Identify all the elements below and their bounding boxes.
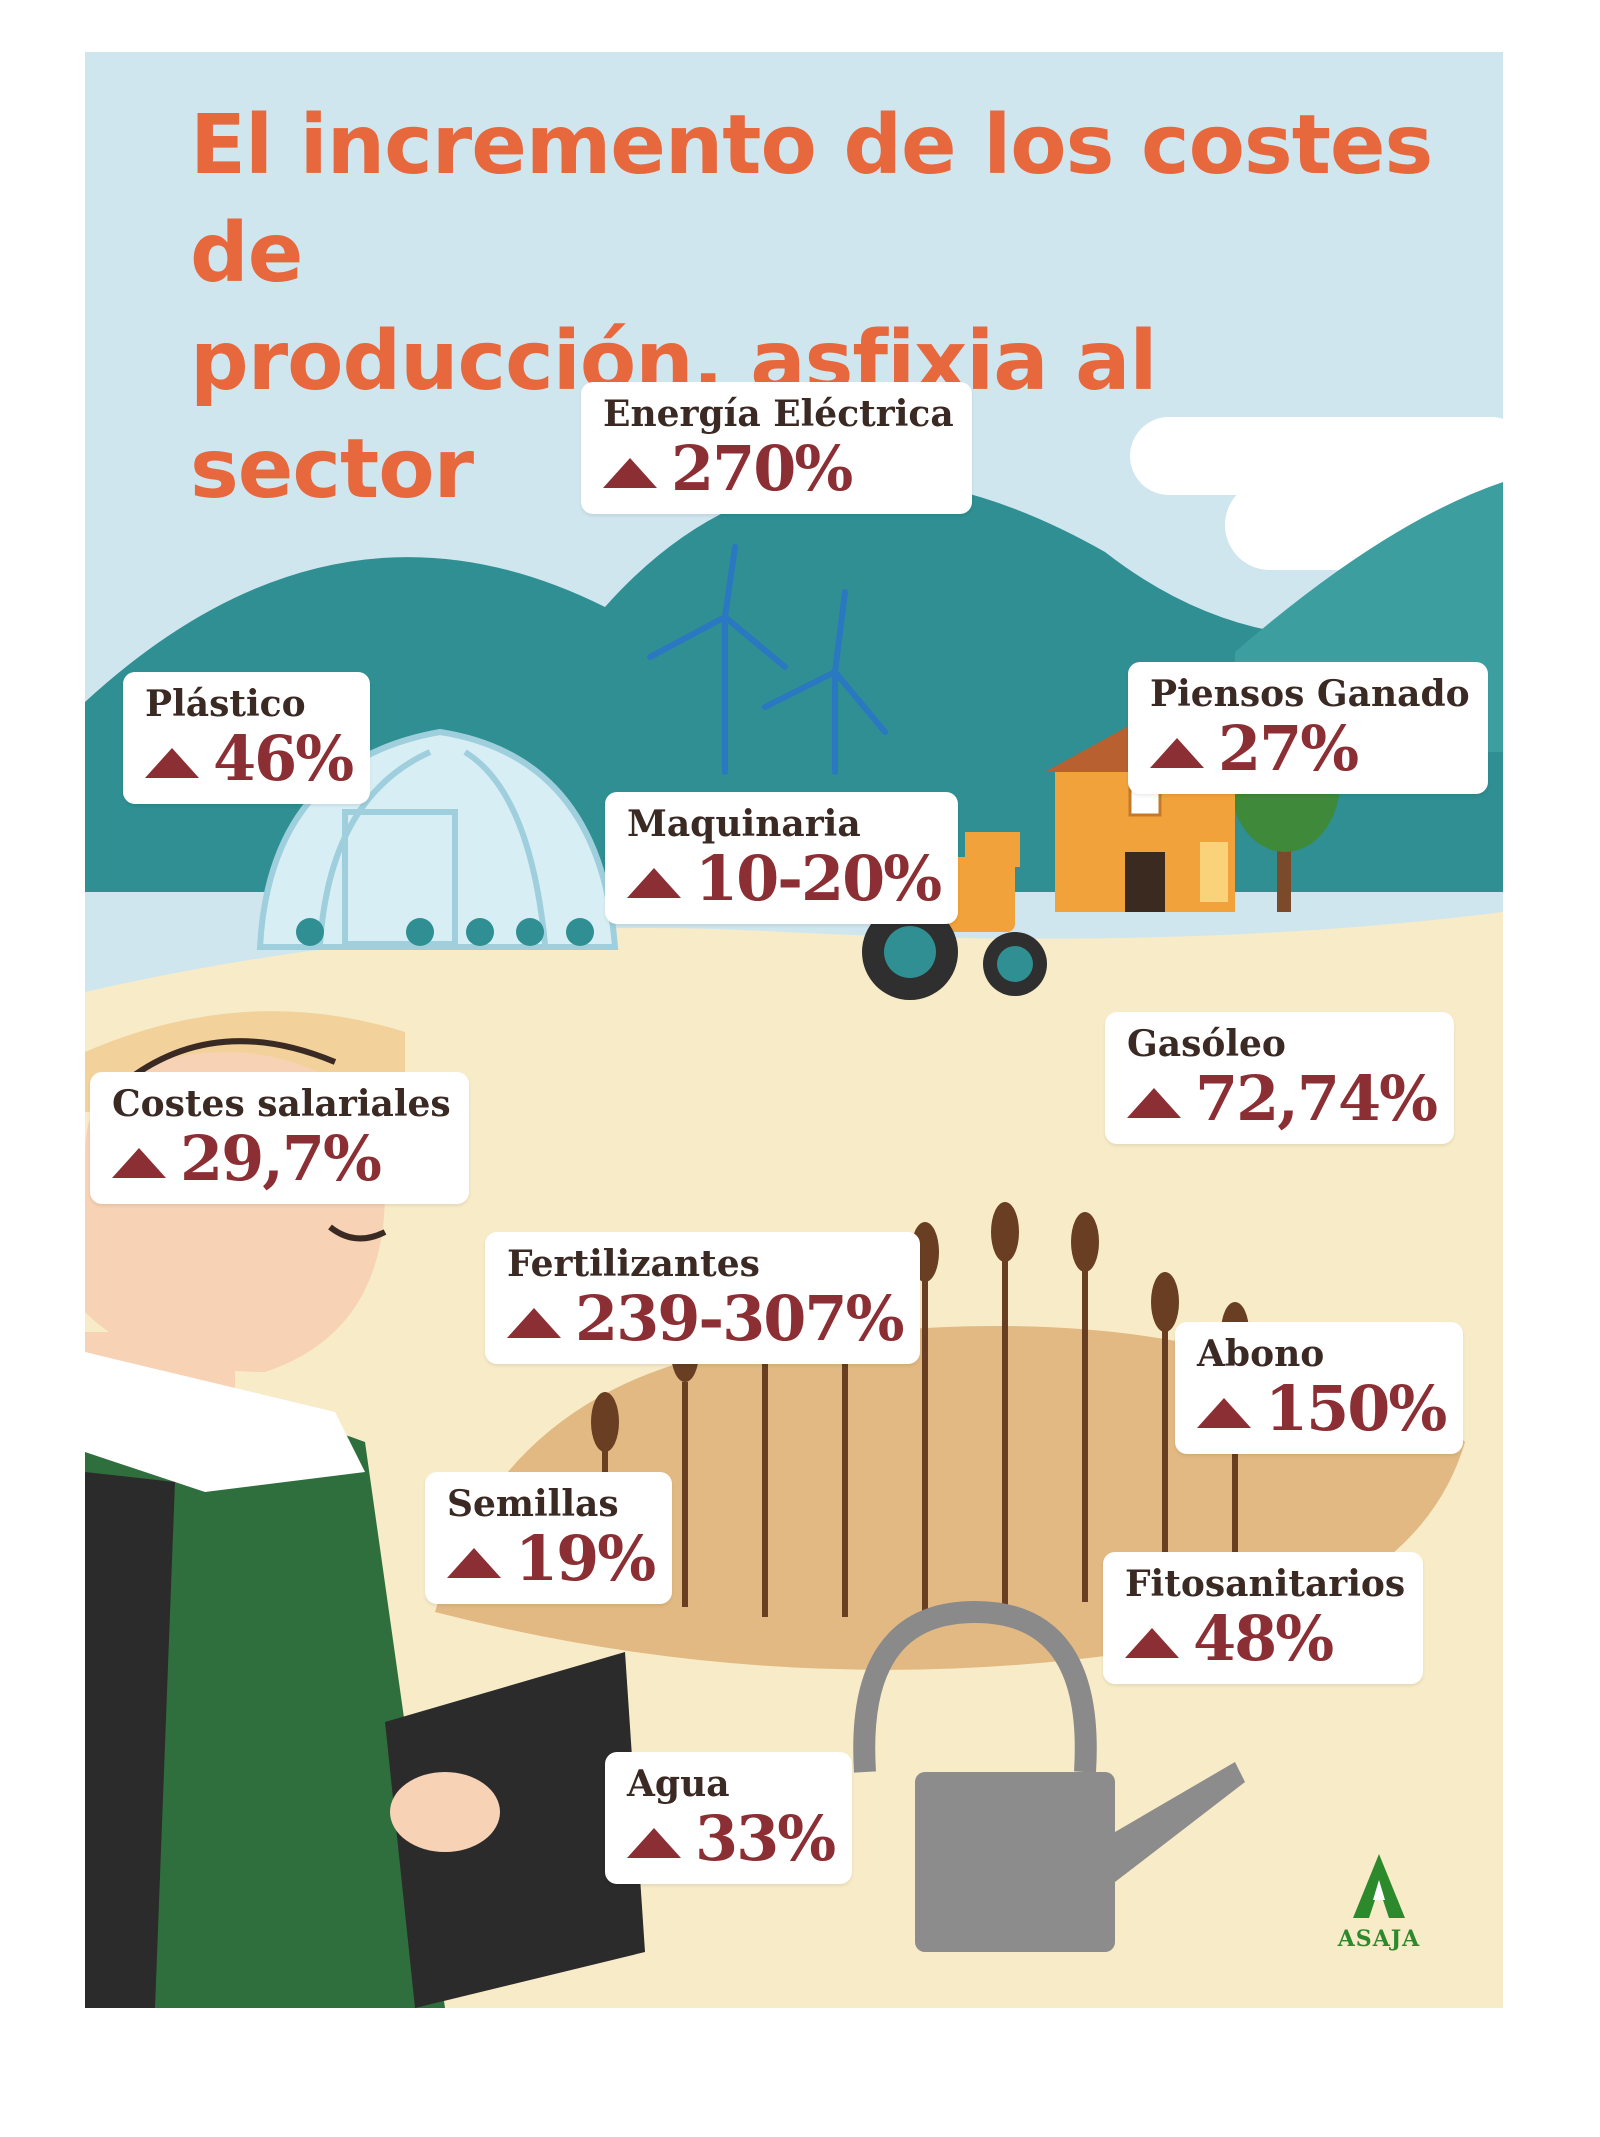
- cost-value: 46%: [213, 722, 354, 795]
- cost-label-semillas: Semillas 19%: [425, 1472, 673, 1604]
- increase-triangle-icon: [627, 868, 681, 898]
- cost-label-maquinaria: Maquinaria 10-20%: [605, 792, 959, 924]
- cost-label-fertilizantes: Fertilizantes 239-307%: [485, 1232, 921, 1364]
- increase-triangle-icon: [1197, 1398, 1251, 1428]
- increase-triangle-icon: [447, 1548, 501, 1578]
- cost-name: Plástico: [145, 683, 306, 725]
- asaja-logo: ASAJA: [1329, 1852, 1429, 1952]
- cost-label-plastico: Plástico 46%: [123, 672, 371, 804]
- increase-triangle-icon: [1127, 1088, 1181, 1118]
- cost-name: Piensos Ganado: [1150, 673, 1470, 715]
- cost-name: Gasóleo: [1127, 1023, 1286, 1065]
- increase-triangle-icon: [627, 1828, 681, 1858]
- cost-name: Fitosanitarios: [1125, 1563, 1406, 1605]
- cost-label-agua: Agua 33%: [605, 1752, 853, 1884]
- cost-name: Agua: [627, 1763, 730, 1805]
- cost-name: Costes salariales: [112, 1083, 451, 1125]
- cost-name: Energía Eléctrica: [603, 393, 954, 435]
- cost-value: 48%: [1193, 1602, 1334, 1675]
- infographic-poster: El incremento de los costes de producció…: [85, 52, 1503, 2008]
- increase-triangle-icon: [507, 1308, 561, 1338]
- cost-value: 270%: [671, 432, 853, 505]
- increase-triangle-icon: [145, 748, 199, 778]
- cost-value: 72,74%: [1195, 1062, 1438, 1135]
- cost-label-abono: Abono 150%: [1175, 1322, 1464, 1454]
- page-title: El incremento de los costes de producció…: [190, 92, 1440, 524]
- asaja-logo-icon: [1353, 1854, 1405, 1918]
- title-line-1: El incremento de los costes de: [190, 98, 1433, 301]
- cost-label-energia-electrica: Energía Eléctrica 270%: [581, 382, 972, 514]
- cost-value: 33%: [695, 1802, 836, 1875]
- cost-value: 29,7%: [180, 1122, 382, 1195]
- increase-triangle-icon: [603, 458, 657, 488]
- cost-label-gasoleo: Gasóleo 72,74%: [1105, 1012, 1455, 1144]
- cost-name: Semillas: [447, 1483, 619, 1525]
- cost-label-piensos-ganado: Piensos Ganado 27%: [1128, 662, 1488, 794]
- cost-value: 239-307%: [575, 1282, 904, 1355]
- cost-value: 150%: [1265, 1372, 1447, 1445]
- cost-name: Fertilizantes: [507, 1243, 760, 1285]
- cost-name: Maquinaria: [627, 803, 861, 845]
- cost-value: 27%: [1218, 712, 1359, 785]
- cost-value: 10-20%: [695, 842, 942, 915]
- logo-text: ASAJA: [1337, 1926, 1421, 1952]
- cost-value: 19%: [515, 1522, 656, 1595]
- increase-triangle-icon: [112, 1148, 166, 1178]
- cost-label-fitosanitarios: Fitosanitarios 48%: [1103, 1552, 1424, 1684]
- increase-triangle-icon: [1125, 1628, 1179, 1658]
- cost-label-costes-salariales: Costes salariales 29,7%: [90, 1072, 469, 1204]
- increase-triangle-icon: [1150, 738, 1204, 768]
- cost-name: Abono: [1197, 1333, 1325, 1375]
